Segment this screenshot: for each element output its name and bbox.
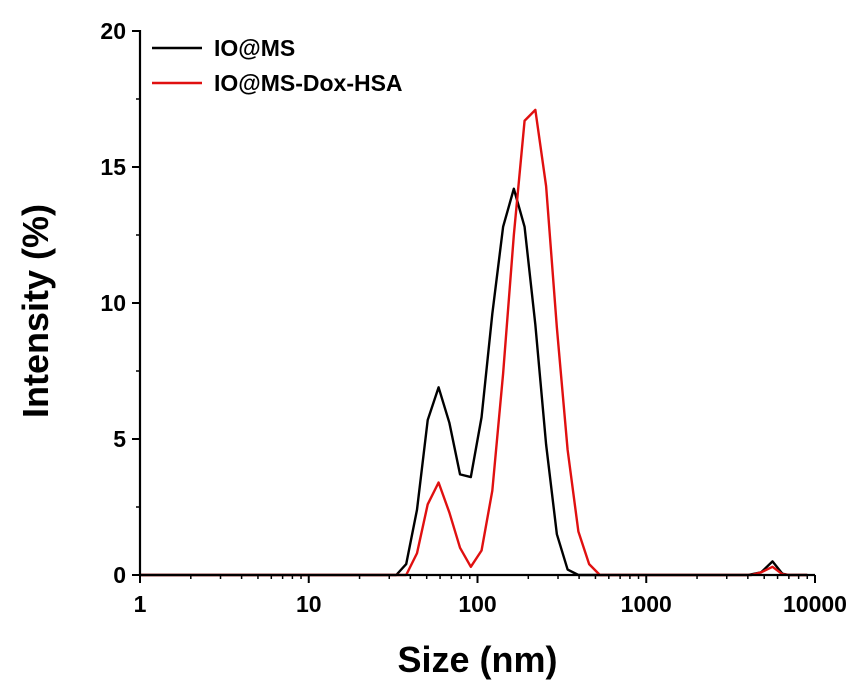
- series-line-2: [140, 108, 808, 577]
- x-tick-label: 1: [134, 591, 147, 617]
- legend-label-1: IO@MS: [214, 35, 295, 61]
- legend-label-2: IO@MS-Dox-HSA: [214, 70, 403, 96]
- tick-labels: 1 10 100 1000 10000 0 5 10 15 20: [100, 18, 847, 617]
- x-tick-label: 10000: [783, 591, 847, 617]
- series-line-1: [140, 187, 808, 577]
- x-tick-label: 10: [296, 591, 322, 617]
- x-tick-label: 100: [458, 591, 496, 617]
- legend: IO@MS IO@MS-Dox-HSA: [152, 35, 403, 96]
- y-tick-label: 0: [113, 562, 126, 588]
- y-tick-label: 10: [100, 290, 126, 316]
- y-axis-title: Intensity (%): [15, 204, 56, 418]
- series-lines: [140, 108, 808, 577]
- y-tick-label: 5: [113, 426, 126, 452]
- x-axis-title: Size (nm): [397, 639, 557, 680]
- x-tick-label: 1000: [621, 591, 672, 617]
- y-tick-label: 20: [100, 18, 126, 44]
- tick-marks: [132, 30, 816, 583]
- axes: [138, 30, 815, 577]
- y-tick-label: 15: [100, 154, 126, 180]
